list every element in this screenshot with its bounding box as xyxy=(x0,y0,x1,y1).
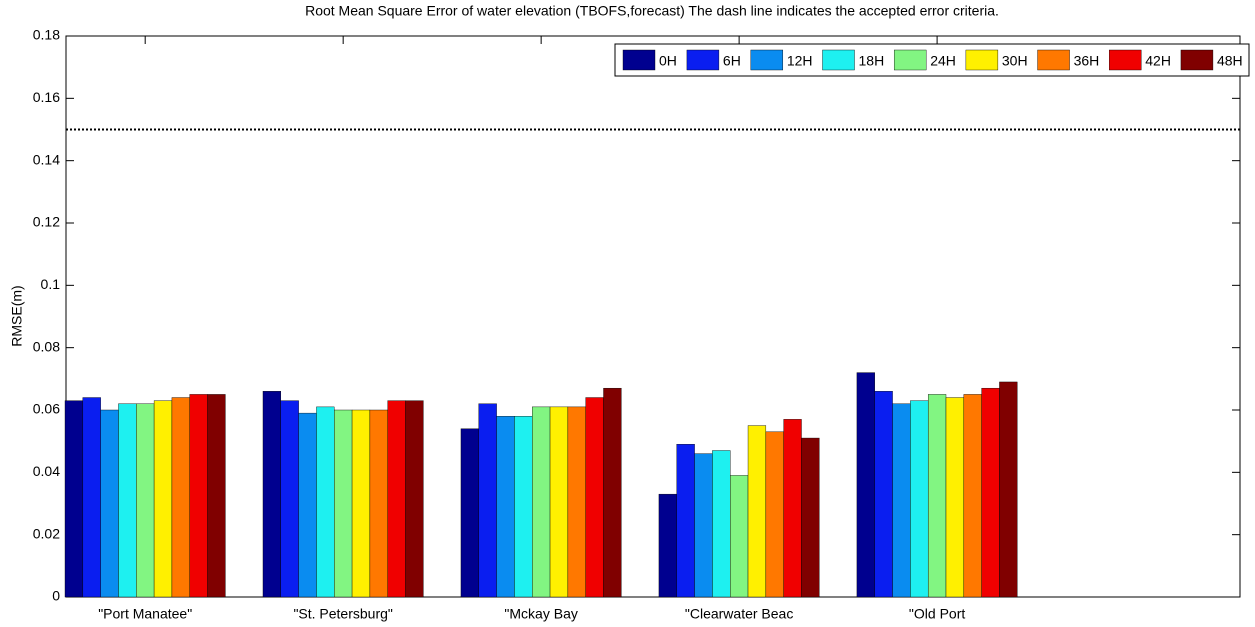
bar xyxy=(514,416,533,598)
bar xyxy=(118,403,137,598)
bar xyxy=(153,400,173,598)
y-axis-label: RMSE(m) xyxy=(9,285,25,346)
y-tick-label: 0 xyxy=(52,588,60,604)
x-tick-label: "St. Petersburg" xyxy=(293,606,392,622)
bar xyxy=(567,406,586,598)
x-tick-label: "Old Port xyxy=(909,606,965,622)
legend xyxy=(614,43,1250,77)
bar xyxy=(280,400,299,598)
bar xyxy=(64,400,84,598)
y-tick-label: 0.16 xyxy=(33,89,60,105)
bar xyxy=(298,412,317,598)
bar xyxy=(262,391,282,598)
bar xyxy=(945,397,965,598)
bar xyxy=(712,450,731,598)
bar xyxy=(765,431,784,598)
legend-swatch xyxy=(686,49,720,71)
bar xyxy=(927,394,947,598)
y-tick-label: 0.02 xyxy=(33,525,60,541)
bar xyxy=(478,403,497,598)
legend-swatch xyxy=(1037,49,1070,71)
y-tick-label: 0.1 xyxy=(41,276,61,292)
bar xyxy=(981,387,1000,598)
legend-swatch xyxy=(1109,49,1142,71)
bar xyxy=(856,372,875,598)
chart-title: Root Mean Square Error of water elevatio… xyxy=(305,3,999,19)
bar xyxy=(783,419,802,598)
bar xyxy=(658,493,677,598)
legend-label: 48H xyxy=(1217,53,1243,69)
y-tick-label: 0.04 xyxy=(33,463,60,479)
bar xyxy=(999,381,1018,598)
legend-swatch xyxy=(822,49,855,71)
legend-label: 42H xyxy=(1145,53,1171,69)
legend-label: 0H xyxy=(659,53,677,69)
bar xyxy=(136,403,155,598)
x-tick-label: "Port Manatee" xyxy=(98,606,192,622)
legend-swatch xyxy=(1180,49,1214,71)
bar xyxy=(496,416,515,598)
legend-swatch xyxy=(965,49,999,71)
x-tick-label: "Mckay Bay xyxy=(504,606,577,622)
legend-label: 12H xyxy=(787,53,813,69)
bar xyxy=(189,394,208,598)
x-tick-label: "Clearwater Beac xyxy=(685,606,793,622)
bar xyxy=(207,394,226,598)
legend-label: 36H xyxy=(1074,53,1100,69)
bar xyxy=(532,406,551,598)
y-tick-label: 0.18 xyxy=(33,27,60,43)
bar xyxy=(730,475,749,598)
bar xyxy=(676,444,695,598)
bar xyxy=(369,409,388,598)
bar xyxy=(171,397,190,598)
y-tick-label: 0.08 xyxy=(33,338,60,354)
legend-label: 24H xyxy=(930,53,956,69)
legend-swatch xyxy=(622,49,656,71)
bar xyxy=(585,397,604,598)
plot-frame xyxy=(65,35,1241,598)
bar xyxy=(963,394,982,598)
bar xyxy=(100,409,119,598)
legend-swatch xyxy=(893,49,927,71)
bar xyxy=(351,409,371,598)
legend-label: 18H xyxy=(859,53,885,69)
bar xyxy=(316,406,335,598)
bar xyxy=(460,428,479,598)
y-tick-label: 0.12 xyxy=(33,214,60,230)
bar xyxy=(874,391,893,598)
bar xyxy=(334,409,353,598)
bar xyxy=(405,400,424,598)
bar xyxy=(910,400,929,598)
y-tick-label: 0.06 xyxy=(33,401,60,417)
bar xyxy=(694,453,713,598)
bar xyxy=(892,403,911,598)
bar xyxy=(82,397,101,598)
bar xyxy=(747,425,767,598)
legend-label: 6H xyxy=(723,53,741,69)
legend-swatch xyxy=(750,49,784,71)
legend-label: 30H xyxy=(1002,53,1028,69)
bar xyxy=(387,400,406,598)
bar xyxy=(801,437,820,598)
bar xyxy=(549,406,569,598)
bar xyxy=(603,387,622,598)
y-tick-label: 0.14 xyxy=(33,151,60,167)
